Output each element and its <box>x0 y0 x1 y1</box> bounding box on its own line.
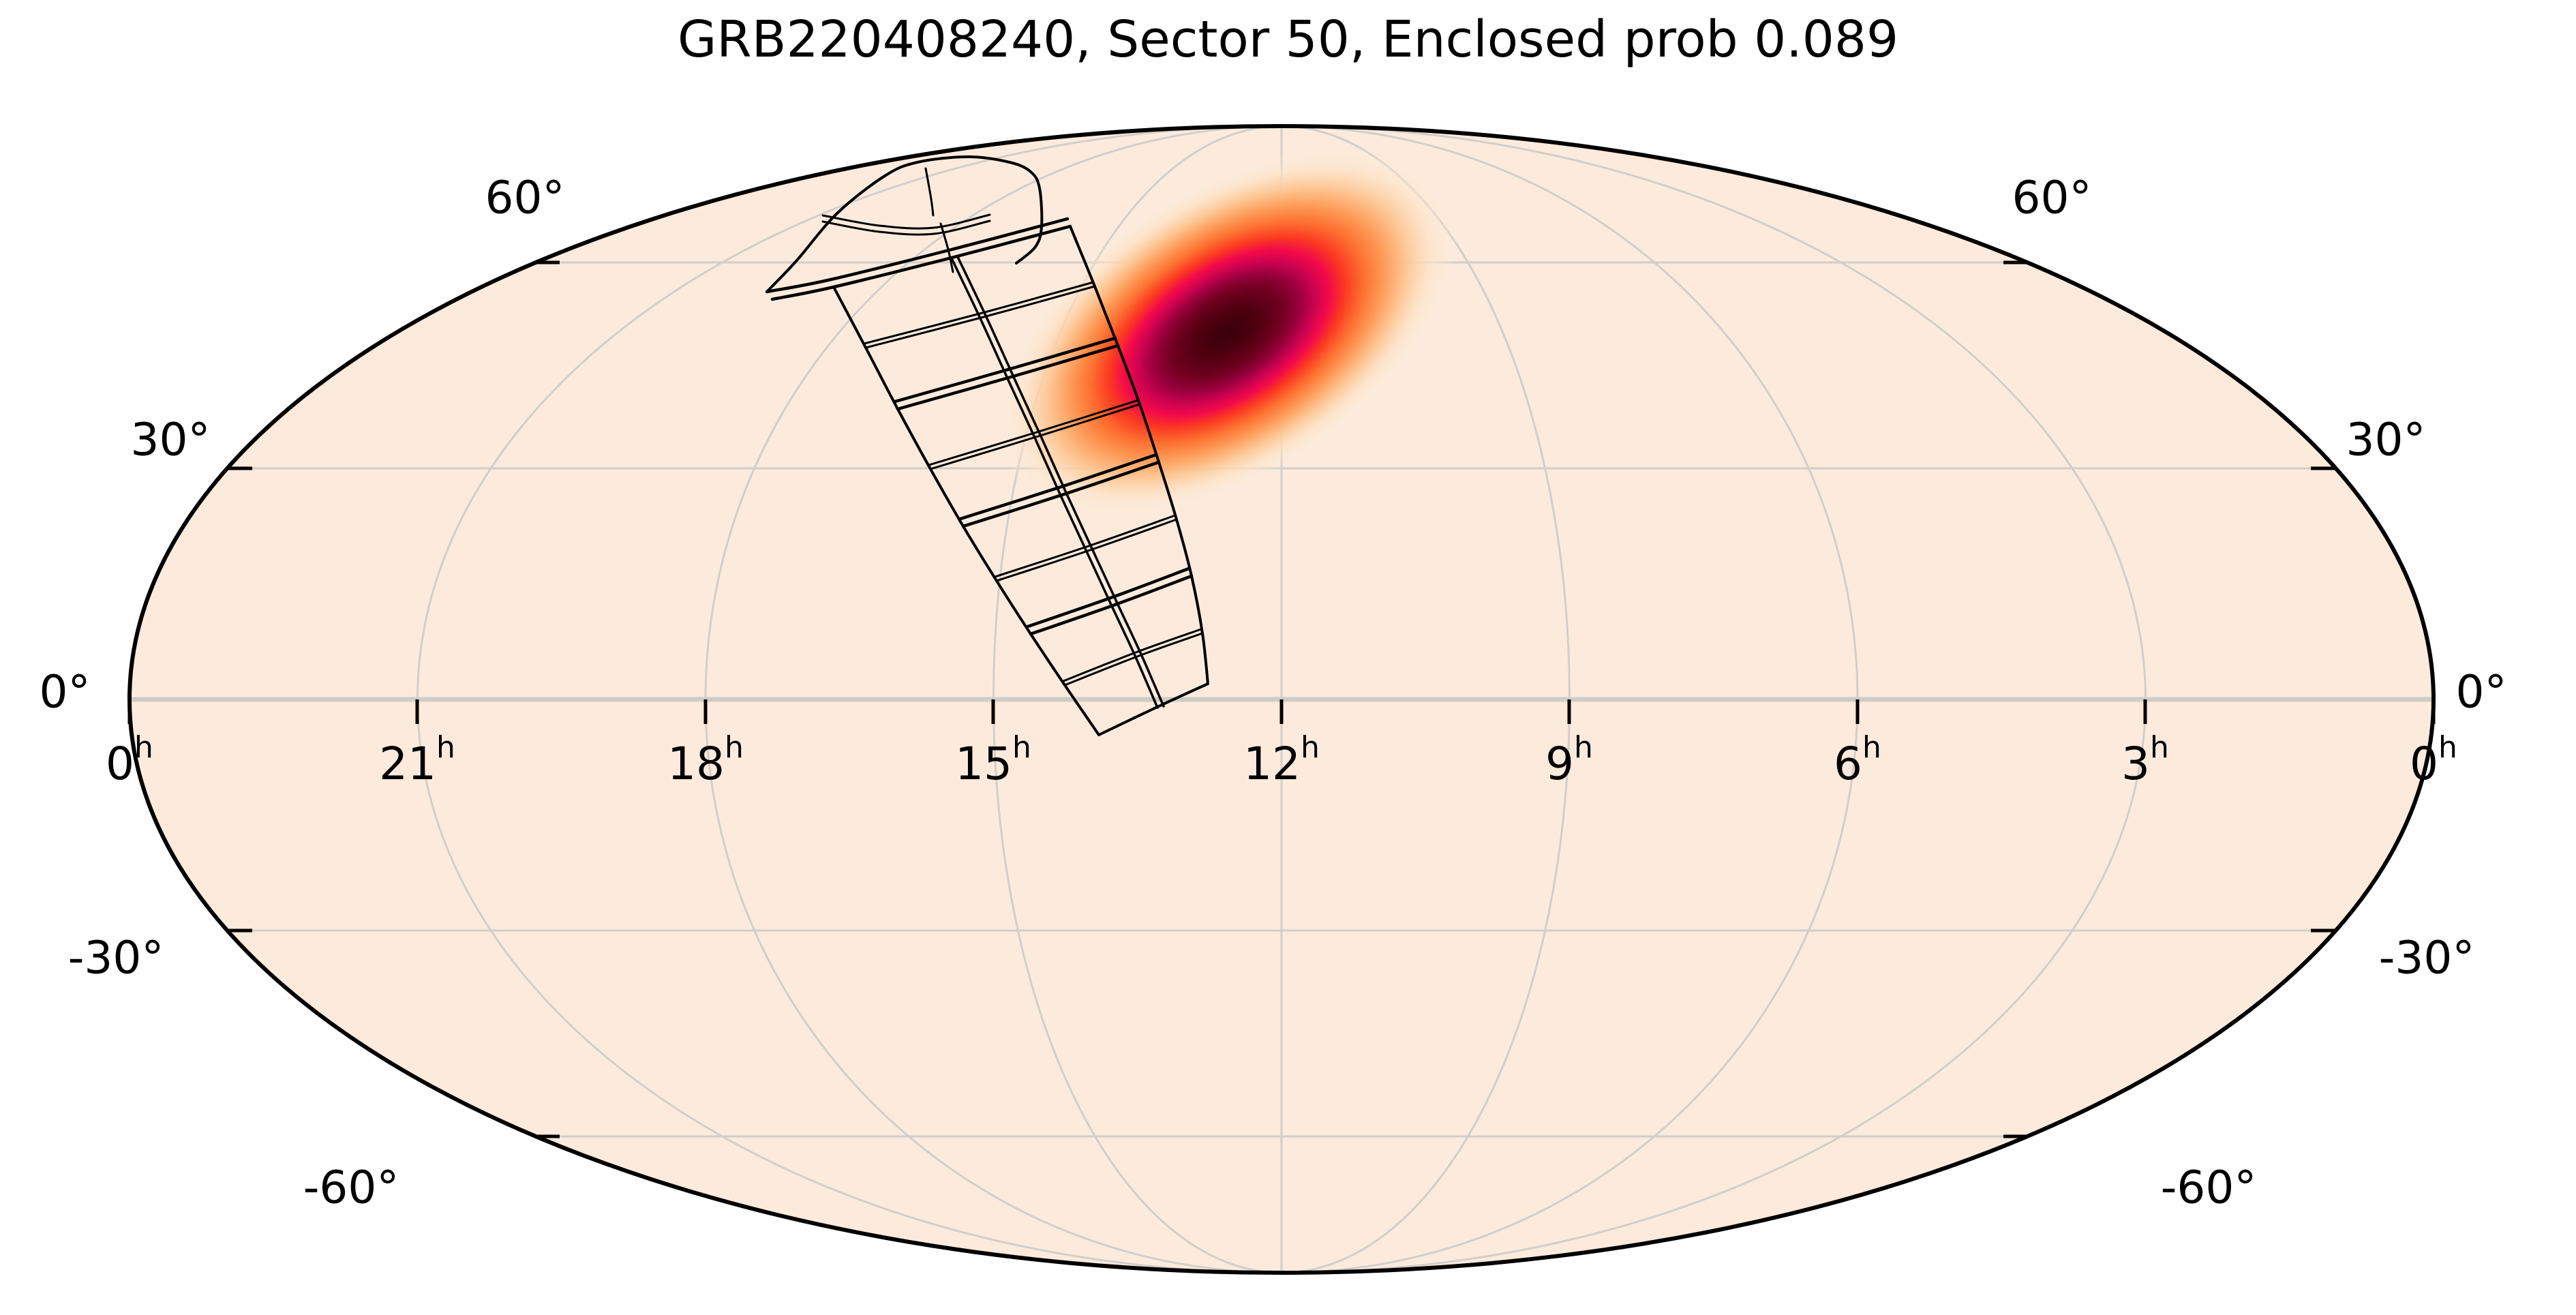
dec-label: 0° <box>2456 666 2507 719</box>
footprint-ccd-row-gap <box>995 518 1178 582</box>
footprint-camera-gap <box>958 453 1158 521</box>
footprint-ccd-row-gap <box>1063 632 1204 686</box>
dec-label: -30° <box>68 932 164 984</box>
probability-density <box>995 145 1459 520</box>
footprint-ccd-row-gap <box>928 399 1140 466</box>
footprint-left-edge <box>832 286 1100 736</box>
footprint-camera-gap <box>1029 574 1194 636</box>
ra-label: 12h <box>1243 730 1320 790</box>
dec-label: 0° <box>40 666 91 719</box>
ra-label: 0h <box>2410 730 2457 790</box>
footprint-camera-gap <box>893 336 1117 404</box>
footprint-ccd-row-gap <box>864 285 1096 349</box>
ra-label: 6h <box>1834 730 1881 790</box>
footprint-ccd-row-gap <box>1062 628 1202 682</box>
dec-label: -60° <box>2161 1162 2257 1214</box>
ra-label: 18h <box>667 730 744 790</box>
footprint-camera-gap <box>765 217 1070 294</box>
footprint-camera-gap <box>896 344 1120 411</box>
dec-label: 30° <box>2346 414 2426 466</box>
ra-label: 21h <box>379 730 455 790</box>
footprint-fan-row-a <box>821 213 991 230</box>
ra-label: 3h <box>2121 730 2169 790</box>
ra-label: 15h <box>955 730 1031 790</box>
probability-blob <box>995 145 1459 520</box>
footprint-camera-gap <box>961 460 1161 528</box>
axis-labels: 60° 30° 0° -30° -60° 60° 30° 0° -30° -60° 0h 21h 18h… <box>40 172 2507 1214</box>
dec-label: 60° <box>2012 172 2092 224</box>
dec-label: -60° <box>303 1162 399 1214</box>
dec-label: 30° <box>131 414 211 466</box>
tess-footprint <box>765 155 1209 736</box>
footprint-ccd-row-gap <box>929 403 1141 470</box>
axis-ticks <box>127 260 2436 1138</box>
footprint-camera-gap <box>1026 566 1191 629</box>
chart-title: GRB220408240, Sector 50, Enclosed prob 0… <box>677 10 1899 69</box>
footprint-fan-row-b <box>821 220 991 236</box>
footprint-camera-gap <box>770 224 1072 301</box>
ra-label: 9h <box>1545 730 1593 790</box>
footprint-ccd-row-gap <box>994 514 1177 578</box>
dec-label: -30° <box>2379 932 2475 984</box>
ra-label: 0h <box>106 730 153 790</box>
dec-label: 60° <box>485 172 565 224</box>
footprint-bottom-edge <box>1097 682 1209 736</box>
footprint-ccd-row-gap <box>863 281 1095 345</box>
footprint-fan-col-upper <box>924 167 935 217</box>
